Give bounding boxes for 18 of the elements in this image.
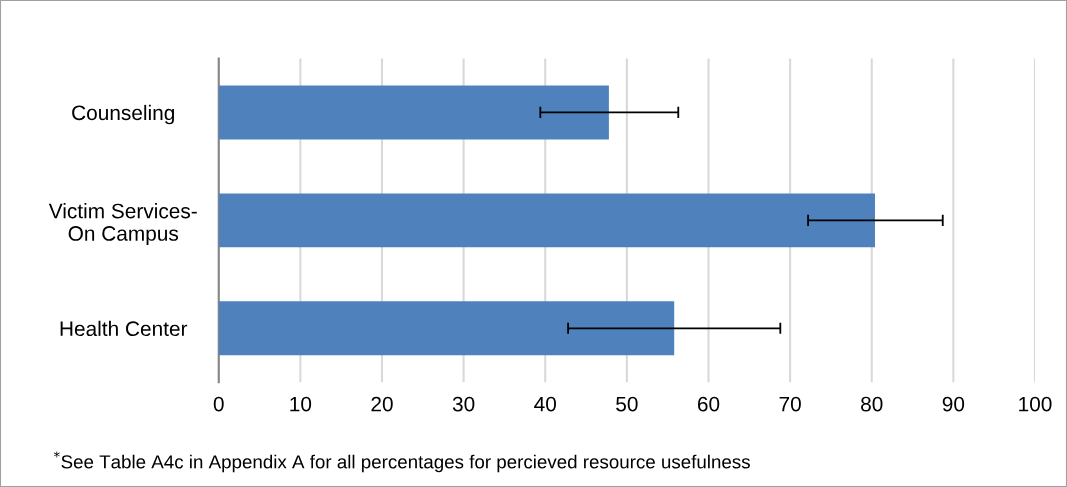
- x-tick-label: 50: [616, 396, 638, 412]
- x-tick-label: 70: [779, 396, 801, 412]
- x-tick-label: 10: [290, 396, 312, 412]
- text: $^{*}$See Table A4c in Appendix A for all percentages for percieved resource usefulness: [53, 451, 750, 473]
- y-tick-label: Counseling: [72, 104, 174, 125]
- x-tick-label: 80: [861, 396, 883, 412]
- bar: [218, 301, 675, 356]
- x-tick-label: 30: [452, 396, 475, 412]
- x-tick-label: 60: [697, 396, 720, 412]
- bar: [218, 193, 875, 248]
- x-tick-label: 90: [942, 396, 965, 412]
- y-tick-label: Health Center: [60, 320, 188, 337]
- x-tick-label: 0: [213, 396, 224, 412]
- y-tick-label: Victim Services- On Campus: [48, 203, 197, 245]
- bar: [218, 85, 609, 140]
- x-tick-label: 20: [371, 396, 393, 412]
- x-tick-label: 100: [1019, 396, 1052, 412]
- x-tick-label: 40: [534, 396, 557, 412]
